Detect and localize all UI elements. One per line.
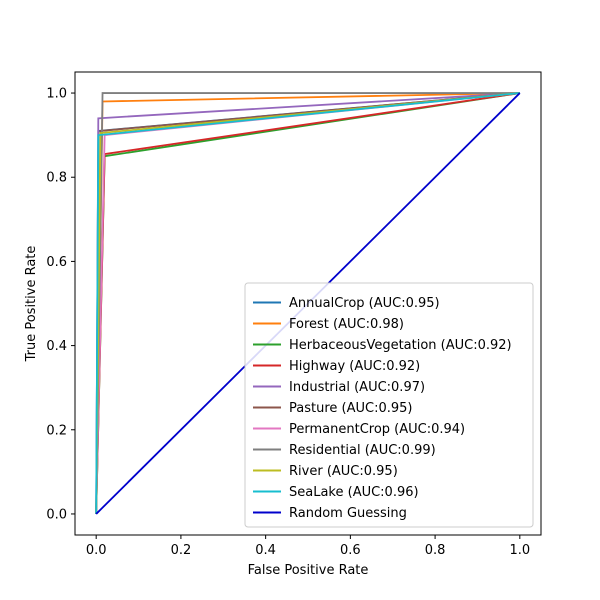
legend-entry-3: Highway (AUC:0.92) bbox=[289, 359, 420, 374]
x-tick-label: 0.2 bbox=[171, 543, 192, 558]
x-tick-label: 0.4 bbox=[255, 543, 276, 558]
legend: AnnualCrop (AUC:0.95) Forest (AUC:0.98) He… bbox=[244, 282, 534, 528]
x-tick-label: 0.6 bbox=[340, 543, 361, 558]
x-tick-label: 0.8 bbox=[425, 543, 446, 558]
y-axis-label: True Positive Rate bbox=[24, 246, 39, 363]
x-axis-label: False Positive Rate bbox=[248, 563, 369, 578]
x-tick-label: 0.0 bbox=[86, 543, 107, 558]
legend-entry-7: Residential (AUC:0.99) bbox=[289, 443, 436, 458]
y-tick-label: 0.2 bbox=[46, 423, 67, 438]
series-line-9 bbox=[95, 92, 520, 514]
legend-entry-0: AnnualCrop (AUC:0.95) bbox=[289, 296, 440, 311]
legend-entry-10: Random Guessing bbox=[289, 506, 407, 521]
y-tick-label: 1.0 bbox=[46, 87, 67, 102]
x-tick-label: 1.0 bbox=[509, 543, 530, 558]
legend-entry-6: PermanentCrop (AUC:0.94) bbox=[289, 422, 465, 437]
legend-entry-8: River (AUC:0.95) bbox=[289, 464, 398, 479]
plot-frame bbox=[74, 71, 542, 536]
legend-entry-2: HerbaceousVegetation (AUC:0.92) bbox=[289, 338, 512, 353]
y-tick-label: 0.8 bbox=[46, 171, 67, 186]
legend-entry-4: Industrial (AUC:0.97) bbox=[289, 380, 425, 395]
legend-entry-5: Pasture (AUC:0.95) bbox=[289, 401, 412, 416]
legend-box bbox=[244, 282, 534, 528]
y-tick-label: 0.0 bbox=[46, 507, 67, 522]
ticks-layer: 0.0 0.2 0.4 0.6 0.8 1.0 0.0 0.2 0.4 0.6 0.8 1.0 bbox=[46, 87, 530, 558]
legend-entry-1: Forest (AUC:0.98) bbox=[289, 317, 404, 332]
legend-entry-9: SeaLake (AUC:0.96) bbox=[289, 485, 419, 500]
y-tick-label: 0.4 bbox=[46, 339, 67, 354]
y-tick-label: 0.6 bbox=[46, 255, 67, 270]
